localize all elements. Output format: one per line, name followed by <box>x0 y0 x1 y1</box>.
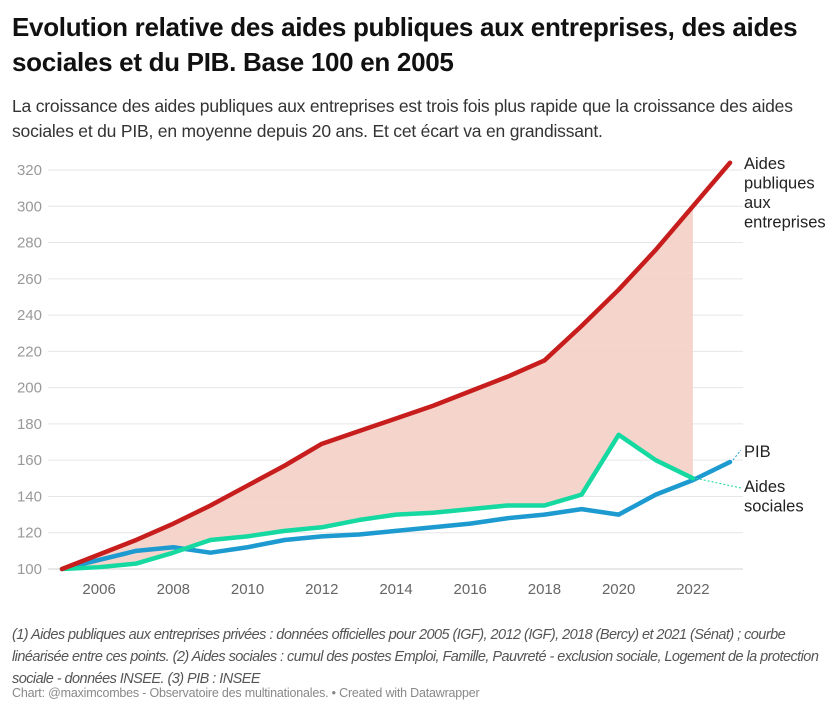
series-line <box>59 432 696 572</box>
y-tick-label: 320 <box>17 162 42 179</box>
series-label: publiques <box>744 175 815 193</box>
label-connector <box>695 477 742 489</box>
x-tick-label: 2020 <box>602 581 635 598</box>
series-label: Aides <box>744 155 785 173</box>
y-tick-label: 140 <box>17 488 42 505</box>
y-tick-label: 180 <box>17 416 42 433</box>
x-tick-label: 2010 <box>231 581 264 598</box>
series-line <box>59 160 733 572</box>
x-tick-label: 2006 <box>82 581 115 598</box>
y-tick-label: 100 <box>17 561 42 578</box>
series-label: PIB <box>744 443 771 461</box>
y-tick-label: 280 <box>17 235 42 252</box>
x-tick-label: 2014 <box>379 581 412 598</box>
chart-subtitle: La croissance des aides publiques aux en… <box>12 96 793 141</box>
y-tick-label: 260 <box>17 271 42 288</box>
label-connector <box>732 449 742 461</box>
y-tick-label: 220 <box>17 343 42 360</box>
y-tick-label: 200 <box>17 380 42 397</box>
series-label: entreprises <box>744 214 826 232</box>
y-tick-label: 160 <box>17 452 42 469</box>
x-tick-label: 2008 <box>157 581 190 598</box>
y-tick-label: 300 <box>17 198 42 215</box>
y-tick-label: 120 <box>17 525 42 542</box>
series-label: aux <box>744 194 771 212</box>
x-tick-label: 2012 <box>305 581 338 598</box>
shaded-gap-area <box>62 206 693 570</box>
x-tick-label: 2022 <box>676 581 709 598</box>
y-tick-label: 240 <box>17 307 42 324</box>
chart-title: Evolution relative des aides publiques a… <box>12 12 798 77</box>
chart-notes: (1) Aides publiques aux entreprises priv… <box>12 627 819 687</box>
x-tick-label: 2016 <box>454 581 487 598</box>
series-label: sociales <box>744 498 804 516</box>
series-label: Aides <box>744 478 785 496</box>
x-tick-label: 2018 <box>528 581 561 598</box>
chart-credit: Chart: @maximcombes - Observatoire des m… <box>12 686 480 700</box>
series-line <box>59 459 733 572</box>
